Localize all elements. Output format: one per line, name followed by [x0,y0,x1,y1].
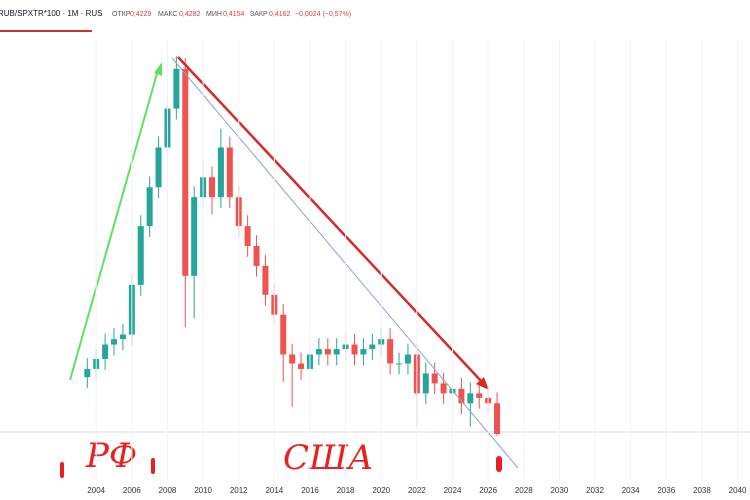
green-arrowhead [154,62,162,76]
x-tick-label: 2010 [194,486,212,495]
candle-body [404,354,411,364]
open-value: 0,4229 [130,11,152,18]
marker [151,458,155,474]
x-tick-label: 2032 [586,486,604,495]
candle-body [146,187,153,227]
candle-body [262,265,269,295]
x-axis: 2004 2006 2008 2010 2012 2014 2016 2018 2020 2022… [87,40,747,495]
low-label: МИН [206,11,222,18]
annotation: США [283,438,374,478]
candle-body [440,383,447,394]
x-tick-label: 2040 [729,486,747,495]
symbol: RUB/SPXTR*100 · 1M · RUS [0,9,102,18]
candles [84,56,501,436]
trend-line [171,57,519,469]
candle-body [280,314,287,355]
x-tick-label: 2008 [159,486,177,495]
candle-body [84,368,91,378]
change-value: −0,0024 (−0,57%) [295,11,351,18]
open-label: ОТКР [112,11,131,18]
candle-body [369,344,376,350]
x-tick-label: 2012 [230,486,248,495]
x-tick-label: 2022 [408,486,426,495]
candle-body [289,354,296,364]
marker [60,462,64,478]
x-tick-label: 2006 [123,486,141,495]
candle-body [191,197,198,276]
candle-body [111,339,118,345]
x-tick-label: 2028 [515,486,533,495]
candle-body [387,339,394,364]
x-tick-label: 2034 [622,486,640,495]
high-label: МАКС [158,11,178,18]
candle-body [244,226,251,246]
x-tick-label: 2004 [87,486,105,495]
candle-body [298,363,305,369]
close-value: 0,4162 [269,11,291,18]
candle-body [360,349,367,355]
candle-body [431,373,438,384]
candle-body [102,344,109,359]
candle-body [226,147,233,198]
candle-body [351,344,358,355]
candle-body [315,349,322,355]
candle-body [217,147,224,198]
candle-body [324,349,331,355]
candle-body [467,393,474,404]
candle-body [173,68,180,109]
candle-body [458,388,465,404]
candle-body [119,334,126,340]
green-arrow [69,69,159,381]
candle-body [137,226,144,285]
x-tick-label: 2018 [337,486,355,495]
candle-body [333,349,340,355]
x-tick-label: 2024 [444,486,462,495]
candle-body [396,363,403,365]
candle-body [208,177,215,198]
x-tick-label: 2026 [479,486,497,495]
candle-body [182,68,189,276]
x-tick-label: 2038 [693,486,711,495]
x-tick-label: 2030 [550,486,568,495]
x-tick-label: 2014 [265,486,283,495]
red-arrow [177,56,483,383]
x-tick-label: 2036 [657,486,675,495]
candle-body [422,373,429,394]
close-label: ЗАКР [250,11,268,18]
red-arrowhead [476,377,489,390]
candle-body [253,246,260,266]
annotation: РФ [85,436,137,476]
low-value: 0,4154 [223,11,245,18]
high-value: 0,4282 [179,11,201,18]
marker [496,456,502,472]
x-tick-label: 2016 [301,486,319,495]
candle-body [155,147,162,188]
candle-body [476,393,483,398]
candle-body [494,403,501,435]
x-tick-label: 2020 [372,486,390,495]
